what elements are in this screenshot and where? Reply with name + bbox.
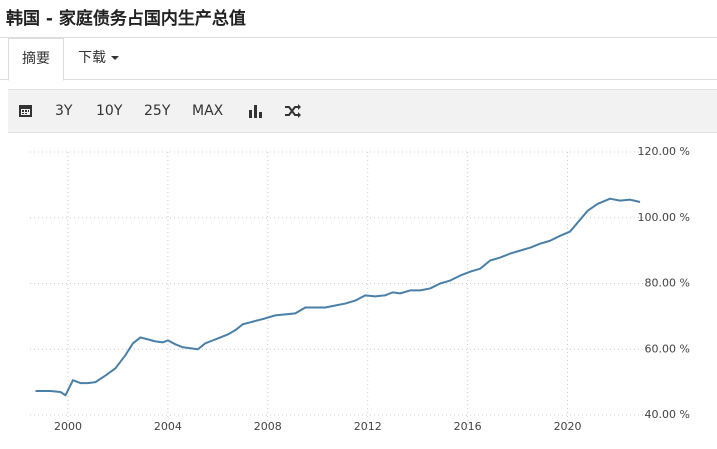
y-tick-label: 40.00 % [645,408,690,421]
x-tick-label: 2012 [354,420,382,433]
y-tick-label: 60.00 % [645,342,690,355]
data-line [35,197,641,397]
toolbar: 3Y 10Y 25Y MAX [8,89,717,133]
y-tick-label: 100.00 % [638,211,690,224]
range-button[interactable]: 25Y [144,103,171,119]
y-tick-label: 120.00 % [638,145,690,158]
range-button[interactable]: 3Y [55,103,73,119]
tab-download[interactable]: 下载 [78,38,119,79]
range-button[interactable]: MAX [192,103,224,119]
x-tick-label: 2004 [154,420,182,433]
tab-bar: 摘要 下载 [0,38,717,81]
tab-label: 下载 [78,50,106,66]
tab[interactable]: 摘要 [8,38,64,81]
page-title: 韩国 - 家庭债务占国内生产总值 [6,9,246,29]
shuffle-icon[interactable] [284,103,302,119]
calendar-icon[interactable] [18,103,34,119]
x-tick-label: 2020 [554,420,582,433]
bar-icon[interactable] [248,103,264,119]
x-tick-label: 2008 [254,420,282,433]
caret [111,56,119,60]
x-tick-label: 2000 [54,420,82,433]
x-tick-label: 2016 [454,420,482,433]
range-button[interactable]: 10Y [96,103,123,119]
y-tick-label: 80.00 % [645,277,690,290]
chart: 40.00 % 60.00 % 80.00 % 100.00 % 120.00 % 200… [30,145,690,433]
divider [0,37,717,38]
